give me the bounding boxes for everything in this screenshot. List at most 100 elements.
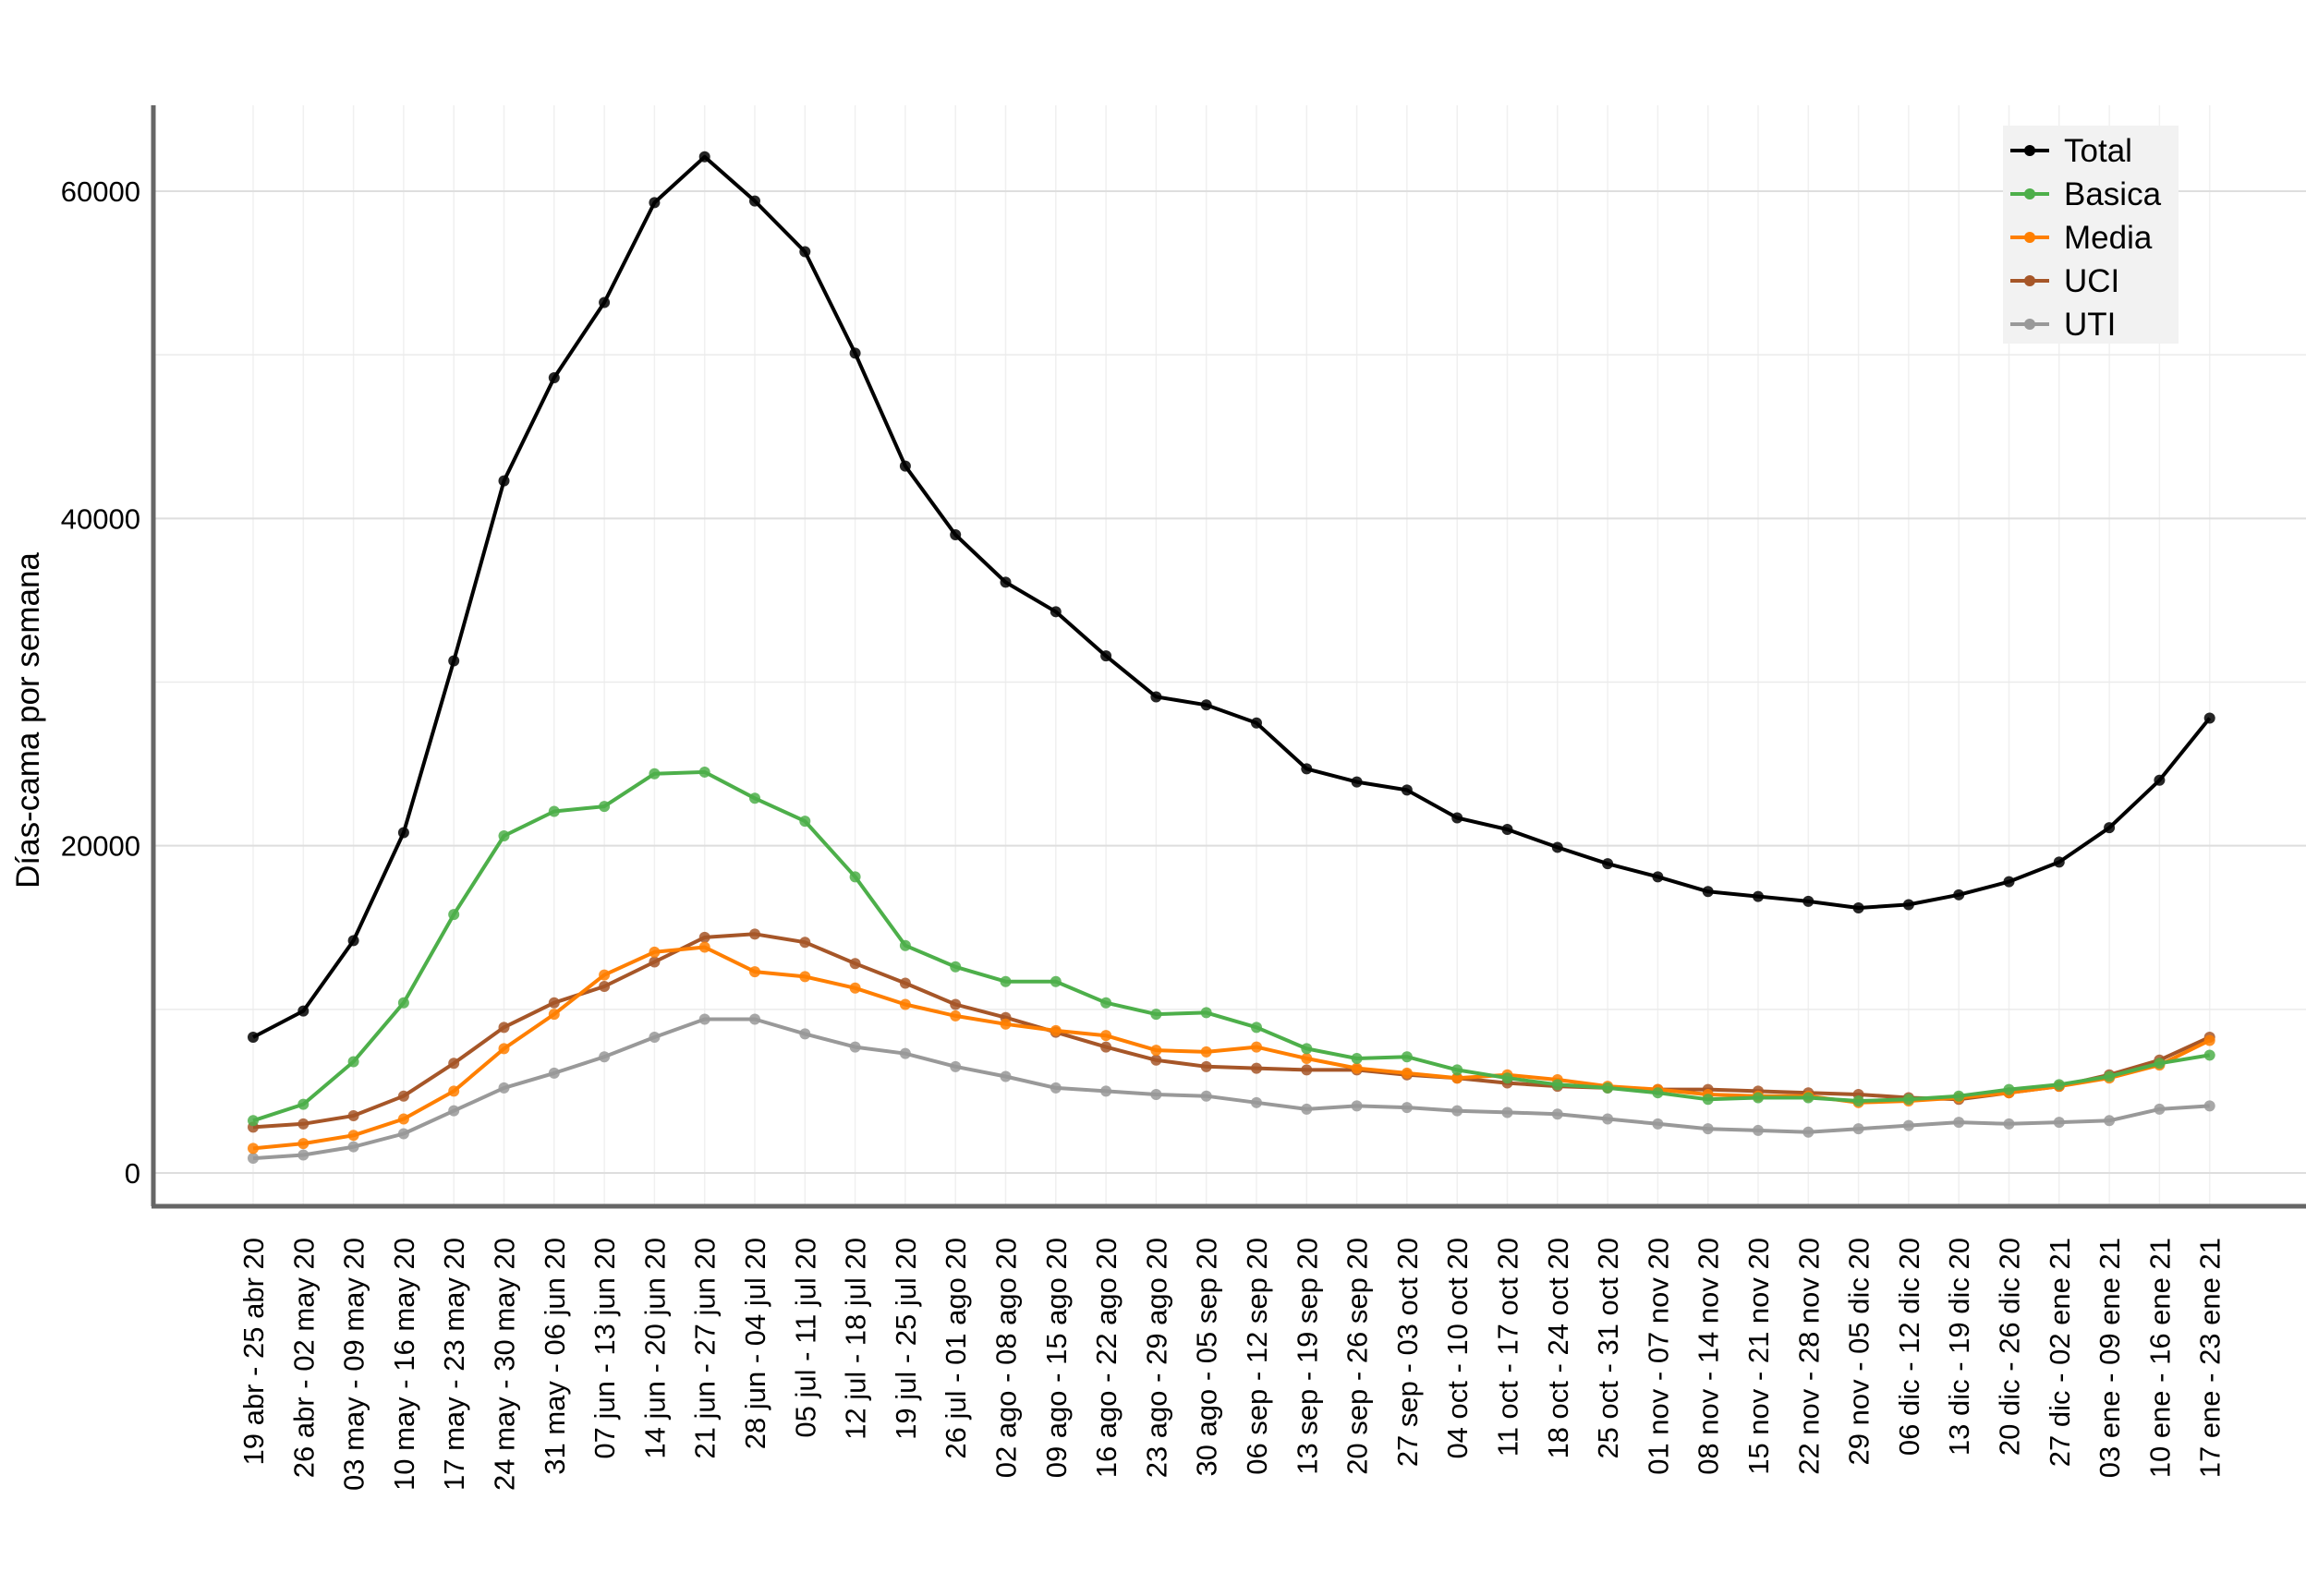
data-point-media — [2203, 1034, 2215, 1046]
data-point-total — [2053, 856, 2065, 868]
data-point-total — [1953, 889, 1965, 901]
data-point-uti — [698, 1013, 710, 1025]
data-point-uti — [1451, 1105, 1463, 1117]
data-point-total — [2003, 876, 2015, 888]
legend-label: Total — [2064, 133, 2132, 169]
data-point-uci — [799, 937, 811, 949]
data-point-basica — [1351, 1052, 1363, 1064]
x-tick-label: 07 jun - 13 jun 20 — [589, 1238, 621, 1459]
data-point-total — [1100, 650, 1112, 662]
x-tick-label: 28 jun - 04 jul 20 — [739, 1238, 771, 1449]
data-point-uci — [548, 997, 560, 1009]
series-total — [248, 151, 2215, 1043]
legend-label: UTI — [2064, 307, 2116, 343]
data-point-media — [498, 1043, 510, 1055]
data-point-total — [950, 529, 962, 541]
x-tick-label: 31 may - 06 jun 20 — [539, 1238, 571, 1475]
data-point-uci — [1301, 1064, 1313, 1076]
data-point-total — [1602, 858, 1614, 870]
data-point-total — [649, 197, 661, 209]
data-point-media — [1301, 1052, 1313, 1064]
series-line-total — [252, 154, 2212, 1039]
data-point-basica — [1050, 975, 1062, 987]
data-point-uti — [1200, 1090, 1212, 1102]
data-point-uci — [599, 981, 611, 993]
data-point-uci — [749, 928, 760, 940]
x-tick-label: 13 sep - 19 sep 20 — [1291, 1238, 1323, 1475]
data-point-uti — [1301, 1103, 1313, 1115]
legend-swatch-point — [2024, 232, 2035, 243]
data-point-uti — [297, 1149, 309, 1161]
data-point-uti — [1501, 1106, 1513, 1118]
data-point-total — [297, 1005, 309, 1017]
legend-swatch-point — [2024, 275, 2035, 286]
data-point-media — [749, 966, 760, 978]
data-point-uti — [2203, 1100, 2215, 1112]
x-tick-label: 04 oct - 10 oct 20 — [1441, 1238, 1474, 1459]
data-point-media — [1351, 1062, 1363, 1074]
data-point-uci — [397, 1090, 409, 1102]
data-point-basica — [1501, 1072, 1513, 1084]
data-point-basica — [1652, 1087, 1664, 1099]
data-point-total — [1050, 606, 1062, 618]
data-point-basica — [2003, 1083, 2015, 1095]
data-point-total — [1000, 576, 1012, 588]
y-tick-label: 20000 — [61, 830, 140, 863]
data-point-basica — [347, 1056, 359, 1068]
x-tick-label: 18 oct - 24 oct 20 — [1542, 1238, 1574, 1459]
x-tick-label: 08 nov - 14 nov 20 — [1693, 1238, 1725, 1475]
data-point-uci — [1251, 1062, 1262, 1074]
data-point-total — [899, 460, 911, 472]
data-point-media — [1251, 1041, 1262, 1053]
x-tick-label: 26 abr - 02 may 20 — [287, 1238, 320, 1478]
data-point-basica — [1200, 1007, 1212, 1019]
data-point-total — [448, 655, 460, 667]
y-tick-label: 0 — [125, 1157, 140, 1190]
data-point-uti — [2154, 1103, 2166, 1115]
legend-label: Media — [2064, 220, 2153, 256]
data-point-basica — [1251, 1022, 1262, 1034]
data-point-media — [297, 1138, 309, 1150]
data-point-total — [1551, 841, 1563, 853]
data-point-uti — [749, 1013, 760, 1025]
data-point-total — [1702, 886, 1714, 898]
data-point-uti — [1902, 1119, 1914, 1131]
data-point-basica — [2154, 1058, 2166, 1070]
data-point-total — [498, 475, 510, 487]
x-tick-label: 06 sep - 12 sep 20 — [1241, 1238, 1273, 1475]
legend-item-basica: Basica — [2010, 176, 2162, 212]
x-tick-label: 14 jun - 20 jun 20 — [638, 1238, 671, 1459]
data-point-basica — [1953, 1090, 1965, 1102]
data-point-basica — [1301, 1043, 1313, 1055]
x-tick-label: 10 ene - 16 ene 21 — [2143, 1238, 2176, 1478]
data-point-media — [397, 1113, 409, 1125]
data-point-total — [1852, 901, 1864, 913]
data-point-total — [1351, 776, 1363, 788]
data-point-media — [1150, 1045, 1162, 1057]
data-point-uti — [1050, 1082, 1062, 1094]
data-point-basica — [297, 1098, 309, 1110]
data-point-media — [599, 969, 611, 981]
data-point-basica — [1451, 1064, 1463, 1076]
x-tick-label: 06 dic - 12 dic 20 — [1893, 1238, 1925, 1456]
data-point-media — [1401, 1067, 1413, 1079]
data-point-total — [1802, 895, 1814, 907]
data-point-total — [599, 296, 611, 308]
legend-item-uci: UCI — [2010, 263, 2119, 299]
data-point-uci — [1100, 1041, 1112, 1053]
data-point-basica — [1100, 997, 1112, 1009]
data-point-uti — [1401, 1102, 1413, 1114]
data-point-uci — [899, 977, 911, 989]
data-point-uti — [1551, 1108, 1563, 1120]
data-point-total — [2154, 774, 2166, 786]
data-point-uti — [1652, 1118, 1664, 1130]
x-tick-label: 26 jul - 01 ago 20 — [940, 1238, 972, 1459]
x-tick-label: 21 jun - 27 jun 20 — [689, 1238, 722, 1459]
data-point-basica — [1551, 1079, 1563, 1091]
data-point-media — [849, 982, 861, 994]
data-point-media — [649, 946, 661, 958]
data-point-basica — [2104, 1070, 2116, 1082]
data-point-basica — [397, 997, 409, 1009]
data-point-basica — [1802, 1092, 1814, 1104]
data-point-media — [347, 1130, 359, 1142]
